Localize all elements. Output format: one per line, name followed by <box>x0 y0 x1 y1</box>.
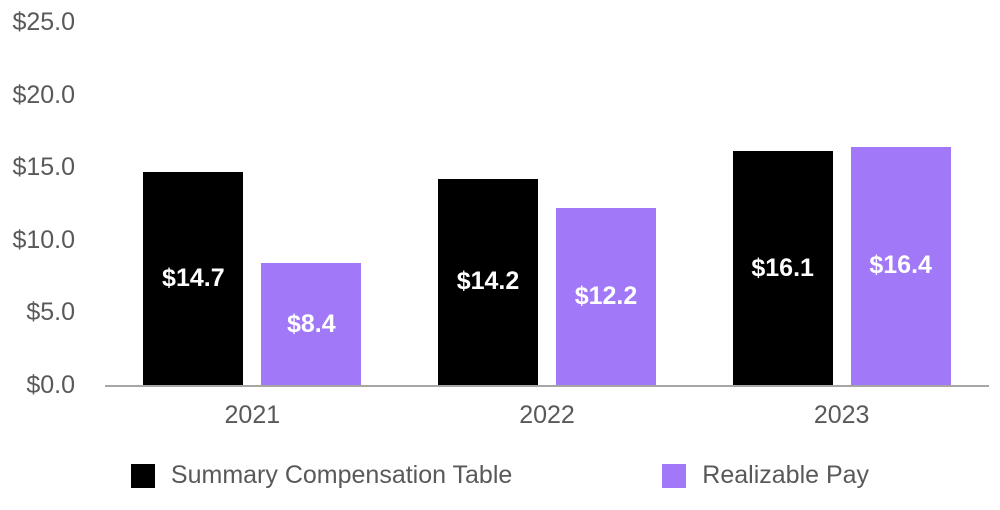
bar-2023-realizable-pay: $16.4 <box>850 146 951 385</box>
legend: Summary Compensation Table Realizable Pa… <box>0 461 1000 490</box>
legend-item-summary-compensation-table: Summary Compensation Table <box>130 461 513 490</box>
legend-item-realizable-pay: Realizable Pay <box>662 461 869 490</box>
y-tick-label--25-0: $25.0 <box>12 8 75 36</box>
legend-label-summary-compensation-table: Summary Compensation Table <box>170 461 513 489</box>
x-axis-line <box>105 385 989 387</box>
bar-value-label: $14.2 <box>456 267 520 296</box>
legend-label-realizable-pay: Realizable Pay <box>702 461 870 489</box>
y-tick-label--5-0: $5.0 <box>26 298 75 327</box>
y-tick-label--0-0: $0.0 <box>26 371 75 399</box>
y-axis: $0.0 $5.0 $10.0 $15.0 $20.0 $25.0 <box>0 0 75 510</box>
bar-value-label: $16.1 <box>751 253 814 282</box>
y-tick-label--20-0: $20.0 <box>12 80 75 109</box>
bar-2021-realizable-pay: $8.4 <box>261 263 362 385</box>
y-tick-label--10-0: $10.0 <box>12 225 75 254</box>
bar-2021-summary-compensation-table: $14.7 <box>143 171 244 385</box>
bar-value-label: $12.2 <box>574 281 638 310</box>
legend-swatch-summary-compensation-table <box>130 463 155 488</box>
x-category-label-2022: 2022 <box>519 401 575 429</box>
bar-2022-summary-compensation-table: $14.2 <box>438 178 538 385</box>
y-tick-label--15-0: $15.0 <box>12 153 75 182</box>
x-category-label-2021: 2021 <box>224 401 281 429</box>
bar-value-label: $14.7 <box>162 263 225 292</box>
bar-2022-realizable-pay: $12.2 <box>556 207 656 385</box>
legend-swatch-realizable-pay <box>662 463 687 488</box>
bar-2023-summary-compensation-table: $16.1 <box>732 151 833 385</box>
bar-value-label: $8.4 <box>286 309 336 338</box>
bar-value-label: $16.4 <box>869 251 932 280</box>
x-category-label-2023: 2023 <box>813 401 870 429</box>
